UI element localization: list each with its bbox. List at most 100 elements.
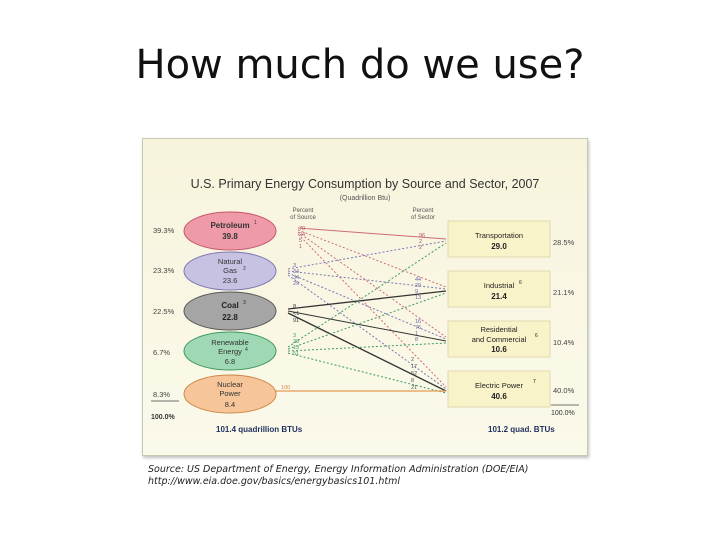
- natural-gas-ellipse: [183, 251, 277, 291]
- col-sector-label-1: Percent: [413, 208, 434, 214]
- sector-pct-label: 13: [415, 295, 421, 301]
- flow-line: [287, 290, 447, 310]
- sector-nodes: Transportation 29.0 28.5% Industrial 6 2…: [447, 220, 579, 417]
- flow-line: [287, 270, 447, 290]
- industrial-box: [447, 270, 551, 308]
- source-pct-label: 28: [293, 339, 299, 345]
- sector-residential-commercial: Residential and Commercial 6 10.6 10.4%: [447, 320, 575, 358]
- flow-line: [287, 240, 447, 270]
- sector-pct-label: 8: [411, 378, 414, 384]
- residential-commercial-box: [447, 320, 551, 358]
- sector-pct: 40.0%: [553, 386, 575, 395]
- sector-footnote: 7: [533, 379, 536, 385]
- source-citation-line: Source: US Department of Energy, Energy …: [148, 464, 529, 475]
- flow-line: [287, 272, 447, 340]
- source-pct-label: 91: [293, 318, 299, 324]
- source-renewable: Renewable Energy 4 6.8 6.7%: [153, 331, 277, 371]
- sector-value: 40.6: [491, 392, 507, 401]
- diagram-canvas: U.S. Primary Energy Consumption by Sourc…: [143, 139, 587, 455]
- source-name: Natural: [218, 257, 243, 266]
- sector-pct-label: 2: [419, 239, 422, 245]
- source-name: Coal: [221, 301, 238, 310]
- diagram-title: U.S. Primary Energy Consumption by Sourc…: [191, 177, 540, 191]
- sector-pct-label: 52: [411, 371, 417, 377]
- sector-pct-label: 1: [415, 331, 418, 337]
- electric-power-box: [447, 370, 551, 408]
- slide-title: How much do we use?: [135, 42, 585, 88]
- source-footnote: 3: [243, 300, 246, 306]
- source-name-line2: Energy: [218, 347, 242, 356]
- renewable-ellipse: [183, 331, 277, 371]
- sector-total-pct: 100.0%: [551, 410, 575, 417]
- sector-value: 10.6: [491, 345, 507, 354]
- source-pct-label: 1: [299, 244, 302, 250]
- source-pct-label: 5: [299, 238, 302, 244]
- sector-value: 21.4: [491, 292, 507, 301]
- source-pct-label: 51: [293, 351, 299, 357]
- source-pct: 6.7%: [153, 348, 170, 357]
- source-pct-label: 29: [293, 281, 299, 287]
- petroleum-ellipse: [183, 211, 277, 251]
- source-nuclear: Nuclear Power 8.4 8.3%: [153, 374, 277, 414]
- sector-pct-label: 76: [415, 325, 421, 331]
- source-pct: 39.3%: [153, 226, 175, 235]
- source-percent-labels: 3 34 34 29: [293, 263, 299, 287]
- sector-percent-labels: 44 20 9 13: [415, 277, 421, 301]
- sector-total: 101.2 quad. BTUs: [488, 425, 555, 434]
- flow-line: [287, 310, 447, 342]
- flow-line: [297, 229, 447, 288]
- source-value: 22.8: [222, 313, 238, 322]
- sector-pct-label: 2: [419, 245, 422, 251]
- source-natural-gas: Natural Gas 2 23.6 23.3%: [153, 251, 277, 291]
- sector-percent-labels: 16 76 1 8: [415, 319, 421, 343]
- source-total: 101.4 quadrillion BTUs: [216, 425, 303, 434]
- source-footnote: 2: [243, 266, 246, 272]
- source-pct-label: 13: [293, 345, 299, 351]
- col-source-label-1: Percent: [293, 208, 314, 214]
- sector-pct: 21.1%: [553, 288, 575, 297]
- sector-pct-label: 96: [419, 233, 425, 239]
- source-pct: 8.3%: [153, 390, 170, 399]
- source-name: Renewable: [211, 338, 249, 347]
- source-percent-labels: 70 24 5 1: [299, 226, 305, 250]
- source-citation: Source: US Department of Energy, Energy …: [148, 464, 529, 488]
- sector-pct-label: 16: [415, 319, 421, 325]
- sector-name: Industrial: [484, 281, 515, 290]
- sector-pct: 28.5%: [553, 238, 575, 247]
- sector-transportation: Transportation 29.0 28.5%: [447, 220, 575, 258]
- flow-lines: [276, 227, 447, 394]
- source-pct-label: 3: [293, 263, 296, 269]
- coal-ellipse: [183, 291, 277, 331]
- source-name: Petroleum: [210, 221, 249, 230]
- source-petroleum: Petroleum 1 39.8 39.3%: [153, 211, 277, 251]
- source-pct-label: 70: [299, 226, 305, 232]
- flow-line: [297, 227, 447, 240]
- source-pct: 23.3%: [153, 266, 175, 275]
- diagram-subtitle: (Quadrillion Btu): [340, 195, 391, 202]
- source-pct: 22.5%: [153, 307, 175, 316]
- sector-pct-label: 20: [415, 283, 421, 289]
- sector-percent-labels: 96 2 2: [419, 233, 425, 251]
- source-pct-label: <1: [293, 311, 299, 317]
- source-footnote: 4: [245, 347, 248, 353]
- flow-line: [287, 242, 447, 348]
- sector-percent-labels: 2 17 52 8 21: [411, 357, 417, 391]
- source-pct-label: 3: [293, 333, 296, 339]
- flow-line: [287, 312, 447, 392]
- sector-footnote: 6: [535, 333, 538, 339]
- sector-industrial: Industrial 6 21.4 21.1%: [447, 270, 575, 308]
- flow-line: [297, 233, 447, 388]
- transportation-box: [447, 220, 551, 258]
- sector-pct-label: 44: [415, 277, 421, 283]
- sector-name: Transportation: [475, 231, 523, 240]
- source-value: 39.8: [222, 232, 238, 241]
- source-value: 23.6: [223, 276, 238, 285]
- sector-name: Electric Power: [475, 381, 523, 390]
- col-source-label-2: of Source: [290, 215, 316, 221]
- source-total-pct: 100.0%: [151, 414, 176, 421]
- sector-name: Residential: [480, 325, 517, 334]
- sector-pct-label: 17: [411, 364, 417, 370]
- source-name: Nuclear: [217, 380, 243, 389]
- source-value: 8.4: [225, 400, 235, 409]
- source-pct-label: 100: [281, 385, 290, 391]
